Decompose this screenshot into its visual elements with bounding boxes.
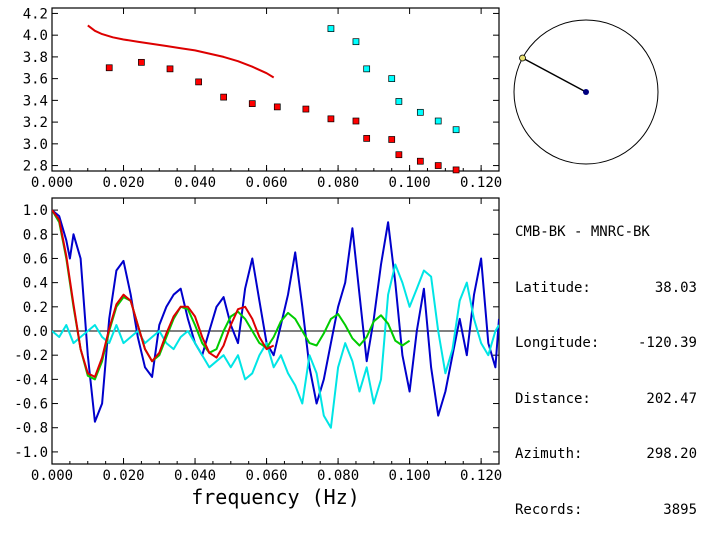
data-point (105, 64, 113, 72)
info-value: 298.20 (646, 446, 697, 462)
y-tick-label: 0.2 (23, 300, 48, 316)
info-value: 38.03 (654, 279, 697, 296)
x-tick-label: 0.080 (317, 468, 359, 484)
data-point (273, 103, 281, 111)
y-tick-label: 0.0 (23, 324, 48, 340)
y-tick-label: 3.6 (23, 72, 48, 88)
info-value: -120.39 (637, 335, 697, 351)
data-point (220, 93, 227, 101)
data-point (434, 162, 442, 169)
data-point (352, 117, 360, 125)
x-tick-label: 0.120 (460, 175, 502, 191)
dial-center (583, 89, 589, 95)
x-tick-label: 0.000 (31, 468, 73, 484)
x-tick-label: 0.120 (460, 468, 502, 484)
y-tick-label: -0.8 (14, 421, 48, 437)
data-point (363, 65, 371, 73)
x-tick-label: 0.080 (317, 175, 359, 191)
info-label: Distance: (515, 390, 591, 407)
x-tick-label: 0.020 (102, 175, 144, 191)
y-tick-label: 3.2 (23, 115, 48, 131)
azimuth-dial (513, 19, 659, 165)
data-point (195, 78, 202, 86)
figure-canvas: 0.000 0.020 0.040 0.060 0.080 0.100 0.120 2.8 3.… (14, 6, 659, 509)
plot-frame (51, 7, 500, 172)
data-point (327, 115, 335, 123)
series-line (87, 24, 275, 79)
y-tick-label: 4.0 (23, 28, 48, 44)
info-row-longitude: Longitude: -120.39 (515, 334, 697, 353)
data-point (395, 151, 403, 159)
info-row-records: Records: 3895 (515, 501, 697, 520)
series-line (52, 209, 499, 423)
series-line (52, 209, 275, 378)
data-point (388, 136, 396, 143)
info-label: Records: (515, 501, 583, 518)
info-row-distance: Distance: 202.47 (515, 390, 697, 409)
data-point (388, 75, 396, 82)
x-tick-label: 0.060 (245, 468, 287, 484)
y-tick-label: -1.0 (14, 445, 48, 461)
y-tick-label: 4.2 (23, 6, 48, 22)
data-point (248, 100, 256, 107)
info-label: Latitude: (515, 279, 591, 296)
info-row-latitude: Latitude: 38.03 (515, 279, 697, 298)
data-point (395, 98, 403, 105)
x-tick-label: 0.100 (389, 468, 431, 484)
data-point (452, 166, 460, 174)
data-point (138, 58, 145, 66)
y-tick-label: 3.4 (23, 93, 48, 109)
data-point (327, 25, 335, 32)
info-value: 202.47 (646, 390, 697, 407)
x-tick-label: 0.100 (389, 175, 431, 191)
azimuth-needle (522, 57, 587, 93)
x-axis-label: frequency (Hz) (191, 485, 360, 509)
station-info-panel: CMB-BK - MNRC-BK Latitude: 38.03 Longitu… (515, 186, 697, 538)
station-pair-title: CMB-BK - MNRC-BK (515, 224, 650, 240)
data-point (416, 157, 424, 165)
y-tick-label: 0.4 (23, 276, 48, 292)
y-tick-label: 0.6 (23, 251, 48, 267)
info-value: 3895 (663, 501, 697, 518)
x-tick-label: 0.000 (31, 175, 73, 191)
info-label: Azimuth: (515, 446, 583, 462)
data-point (416, 108, 424, 116)
y-tick-label: 0.8 (23, 227, 48, 243)
info-row-azimuth: Azimuth: 298.20 (515, 445, 697, 464)
needle-tip (519, 54, 526, 62)
data-point (302, 105, 310, 113)
y-tick-label: -0.4 (14, 372, 48, 388)
x-tick-label: 0.060 (245, 175, 287, 191)
y-tick-label: 3.8 (23, 50, 48, 66)
info-label: Longitude: (515, 335, 600, 351)
data-point (363, 135, 371, 142)
coherence-plot: 0.000 0.020 0.040 0.060 0.080 0.100 0.120 1.0 0.… (14, 197, 502, 509)
dispersion-plot: 0.000 0.020 0.040 0.060 0.080 0.100 0.120 2.8 3.… (23, 6, 502, 191)
y-tick-label: -0.6 (14, 397, 48, 413)
y-tick-label: 2.8 (23, 159, 48, 175)
data-point (434, 117, 442, 125)
y-tick-label: 1.0 (23, 203, 48, 219)
data-point (166, 65, 174, 73)
data-point (452, 126, 460, 134)
x-tick-label: 0.040 (174, 468, 216, 484)
data-point (352, 38, 360, 46)
y-tick-label: 3.0 (23, 137, 48, 153)
dial-circle (513, 19, 659, 165)
series-line (52, 263, 499, 429)
x-tick-label: 0.020 (102, 468, 144, 484)
y-tick-label: -0.2 (14, 348, 48, 364)
x-tick-label: 0.040 (174, 175, 216, 191)
